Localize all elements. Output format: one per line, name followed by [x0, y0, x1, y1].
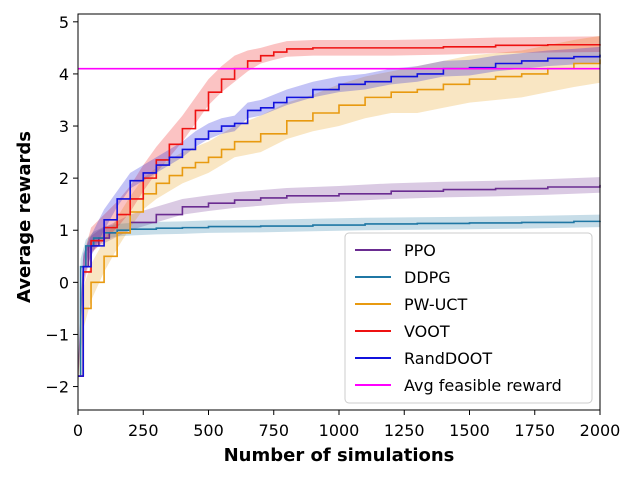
pw-uct-line — [78, 59, 601, 377]
y-tick-label: −1 — [45, 325, 69, 344]
x-tick-label: 2000 — [580, 421, 621, 440]
x-tick-label: 1000 — [319, 421, 360, 440]
x-axis-label: Number of simulations — [224, 445, 455, 466]
ppo-legend-label: PPO — [404, 241, 436, 260]
x-tick-label: 250 — [128, 421, 159, 440]
y-tick-label: 2 — [59, 169, 69, 188]
y-tick-label: −2 — [45, 378, 69, 397]
y-tick-label: 4 — [59, 65, 69, 84]
voot-legend-label: VOOT — [404, 322, 450, 341]
x-tick-label: 1250 — [384, 421, 425, 440]
randdoot-legend-label: RandDOOT — [404, 349, 492, 368]
x-tick-label: 500 — [193, 421, 224, 440]
series-lines — [78, 43, 601, 377]
randdoot-line — [78, 54, 601, 377]
x-tick-label: 0 — [73, 421, 83, 440]
y-tick-label: 0 — [59, 273, 69, 292]
x-tick-label: 750 — [258, 421, 289, 440]
legend-box — [344, 232, 593, 404]
x-tick-label: 1500 — [449, 421, 490, 440]
legend: PPO DDPG PW-UCT VOOT RandDOOT Avg feasible re… — [344, 232, 593, 404]
y-tick-label: 5 — [59, 13, 69, 32]
ddpg-legend-label: DDPG — [404, 268, 451, 287]
tick-marks: 0 250 500 750 1000 1250 1500 1750 2000 −2 −1 0 1 2 3 4 5 — [45, 13, 620, 440]
avg-feasible-reward-legend-label: Avg feasible reward — [404, 376, 562, 395]
y-tick-label: 1 — [59, 221, 69, 240]
y-axis-label: Average rewards — [14, 131, 35, 303]
y-tick-label: 3 — [59, 117, 69, 136]
x-tick-label: 1750 — [514, 421, 555, 440]
pw-uct-legend-label: PW-UCT — [404, 295, 467, 314]
